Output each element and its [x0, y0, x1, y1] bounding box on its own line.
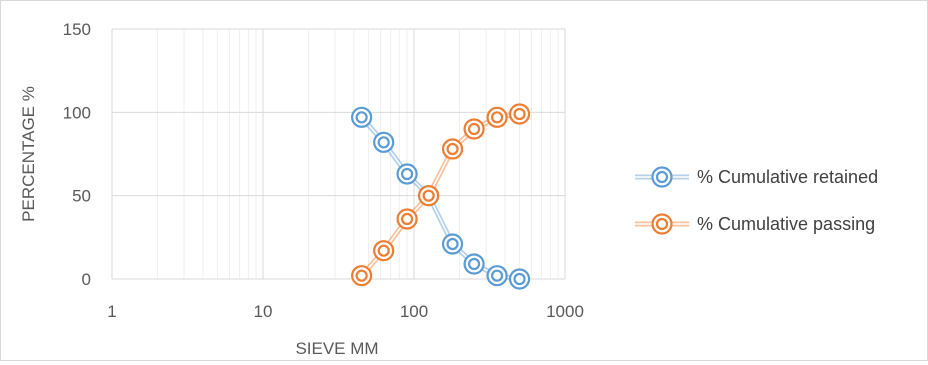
data-point [396, 163, 418, 185]
y-tick-label: 0 [82, 270, 91, 289]
legend-marker-retained [635, 166, 689, 188]
legend-item-passing: % Cumulative passing [635, 213, 875, 235]
series-retained [351, 106, 531, 290]
y-axis-title: PERCENTAGE % [19, 86, 38, 222]
data-point [441, 138, 464, 160]
x-tick-label: 100 [400, 302, 428, 321]
legend-label-passing: % Cumulative passing [697, 214, 875, 234]
legend-item-retained: % Cumulative retained [635, 166, 878, 188]
data-point [486, 106, 508, 128]
legend-marker-passing [635, 213, 689, 235]
legend-label-retained: % Cumulative retained [697, 167, 878, 187]
tick-labels: 1 10 100 1000 0 50 100 150 [63, 20, 584, 321]
series-passing [351, 103, 531, 287]
data-point [418, 185, 440, 207]
data-point [508, 103, 531, 125]
data-point [508, 268, 531, 290]
x-tick-label: 1 [107, 302, 116, 321]
data-point [396, 208, 418, 230]
x-tick-label: 10 [254, 302, 273, 321]
series-layer [351, 103, 531, 290]
data-point [351, 265, 373, 287]
data-point [486, 265, 508, 287]
data-point [441, 233, 464, 255]
data-point [373, 131, 395, 153]
y-tick-label: 150 [63, 20, 91, 39]
y-tick-label: 50 [72, 187, 91, 206]
y-tick-label: 100 [63, 103, 91, 122]
data-point [463, 253, 485, 275]
data-point [351, 106, 373, 128]
legend: % Cumulative retained % Cumulative passi… [635, 166, 878, 235]
grid [111, 28, 566, 280]
x-axis-title: SIEVE MM [295, 339, 378, 358]
data-point [373, 240, 395, 262]
data-point [463, 118, 485, 140]
x-tick-label: 1000 [546, 302, 584, 321]
